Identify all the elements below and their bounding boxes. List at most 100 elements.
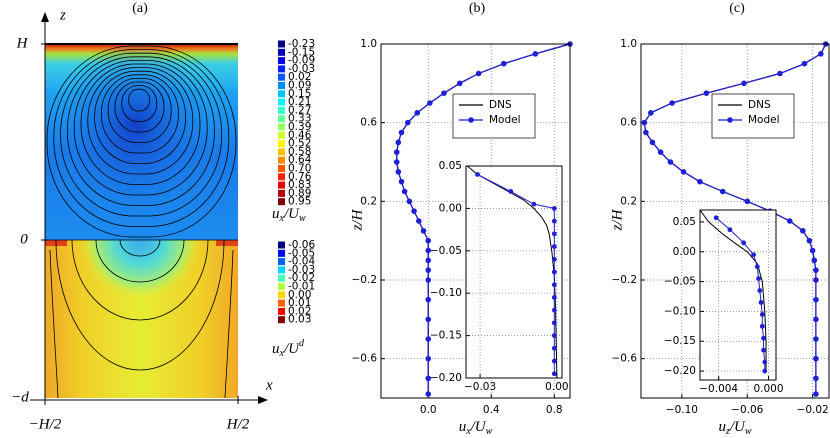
series-marker (425, 277, 432, 283)
contour (119, 239, 161, 257)
series-marker (777, 70, 783, 77)
series-marker (551, 244, 557, 249)
series-marker (531, 201, 537, 207)
contour (224, 249, 234, 399)
colorbar-swatch (278, 283, 285, 290)
y-tick-label: −0.20 (430, 372, 462, 384)
colorbar-label: 0.27 (288, 104, 311, 116)
y-tick-label: 0.05 (673, 216, 696, 228)
legend-box (711, 93, 795, 139)
series-marker (757, 288, 763, 293)
series-marker (762, 359, 768, 365)
series-marker (806, 237, 813, 244)
label-part: /U (283, 341, 300, 357)
colorbar-swatch (278, 274, 285, 282)
series-marker (551, 307, 557, 313)
x-tick-label: 0.4 (483, 404, 500, 416)
panel-title: (a) (132, 1, 148, 16)
inset-background (700, 210, 776, 380)
streamline (73, 60, 208, 196)
x-tick-label: 0.0 (420, 404, 437, 416)
series-marker (649, 139, 656, 146)
label-part: u (718, 419, 726, 435)
y-tick-label: −0.05 (430, 245, 462, 257)
colorbar-label: -0.23 (288, 38, 315, 50)
colorbar-swatch (278, 140, 285, 148)
contour (49, 249, 59, 399)
axes-frame (640, 43, 830, 399)
colorbar-label: -0.05 (288, 247, 315, 259)
series-marker (551, 231, 557, 237)
x-tick-label: −0.02 (797, 404, 829, 416)
colorbar-swatch (278, 82, 285, 89)
axes-frame (380, 43, 571, 399)
streamline (101, 74, 179, 154)
series-marker (395, 139, 402, 146)
streamline (121, 85, 158, 122)
colorbar-label: 0.70 (288, 163, 311, 175)
legend-marker (468, 117, 474, 123)
colorbar-swatch (278, 48, 285, 56)
series-marker (425, 336, 432, 342)
y-tick-label: 0.2 (620, 195, 637, 207)
x-axis-label: ux/Uw (459, 419, 493, 437)
series-marker (669, 100, 675, 106)
colorbar-label: 0.03 (288, 314, 311, 326)
streamline (60, 52, 222, 217)
series-marker (420, 228, 427, 234)
series-marker (414, 110, 421, 116)
colorbar-swatch (278, 73, 285, 81)
series-marker (501, 60, 507, 67)
series-marker (744, 198, 751, 205)
colorbar-label: 0.21 (288, 96, 311, 108)
series-marker (425, 316, 432, 323)
label-part: u (272, 341, 280, 357)
series-marker (401, 188, 408, 195)
colorbar-label: 0.39 (288, 121, 311, 133)
series-marker (811, 257, 818, 264)
series-marker (532, 51, 539, 57)
y-tick-label: −0.15 (664, 335, 696, 347)
series-marker (754, 264, 760, 270)
series-marker (411, 208, 417, 214)
series-marker (551, 320, 557, 326)
series-marker (393, 159, 400, 165)
axis-label: x (265, 377, 273, 393)
y-tick-label: −0.05 (664, 276, 696, 288)
axes-frame (465, 165, 563, 379)
series-marker (813, 296, 819, 303)
series-marker (551, 218, 557, 224)
streamline (114, 81, 165, 133)
colorbar-label: -0.15 (288, 46, 315, 58)
series-marker (456, 80, 463, 87)
series-marker (441, 90, 447, 96)
series-marker (641, 119, 648, 126)
x-arrow (258, 396, 268, 404)
series-marker (759, 311, 765, 317)
colorbar-label: 0.02 (288, 305, 311, 317)
x-tick-label: 0.8 (546, 404, 563, 416)
label-part: x (279, 213, 285, 224)
x-tick-label: −H/2 (29, 416, 62, 432)
colorbar-swatch (278, 90, 285, 98)
series-marker (551, 269, 557, 275)
y-tick-label: 0.00 (439, 202, 462, 214)
colorbar-swatch (278, 198, 285, 206)
x-tick-label: −0.06 (731, 404, 763, 416)
series-marker (551, 358, 557, 364)
lower-contours (49, 239, 234, 399)
colorbar-label: -0.03 (288, 264, 315, 276)
colorbar-label: 0.89 (288, 187, 311, 199)
y-tick-label: −0.10 (430, 287, 462, 299)
label-part: z (725, 426, 730, 437)
colorbar-swatch (278, 123, 285, 131)
label-part: x (279, 348, 285, 359)
label-part: w (299, 213, 306, 224)
colorbar-label: 0.15 (288, 88, 311, 100)
legend-label: Model (489, 114, 521, 126)
y-tick-label: 1.0 (360, 38, 377, 50)
colorbar-label: 0.52 (288, 138, 311, 150)
y-tick-label: 0.2 (360, 195, 377, 207)
series-marker (551, 256, 557, 262)
